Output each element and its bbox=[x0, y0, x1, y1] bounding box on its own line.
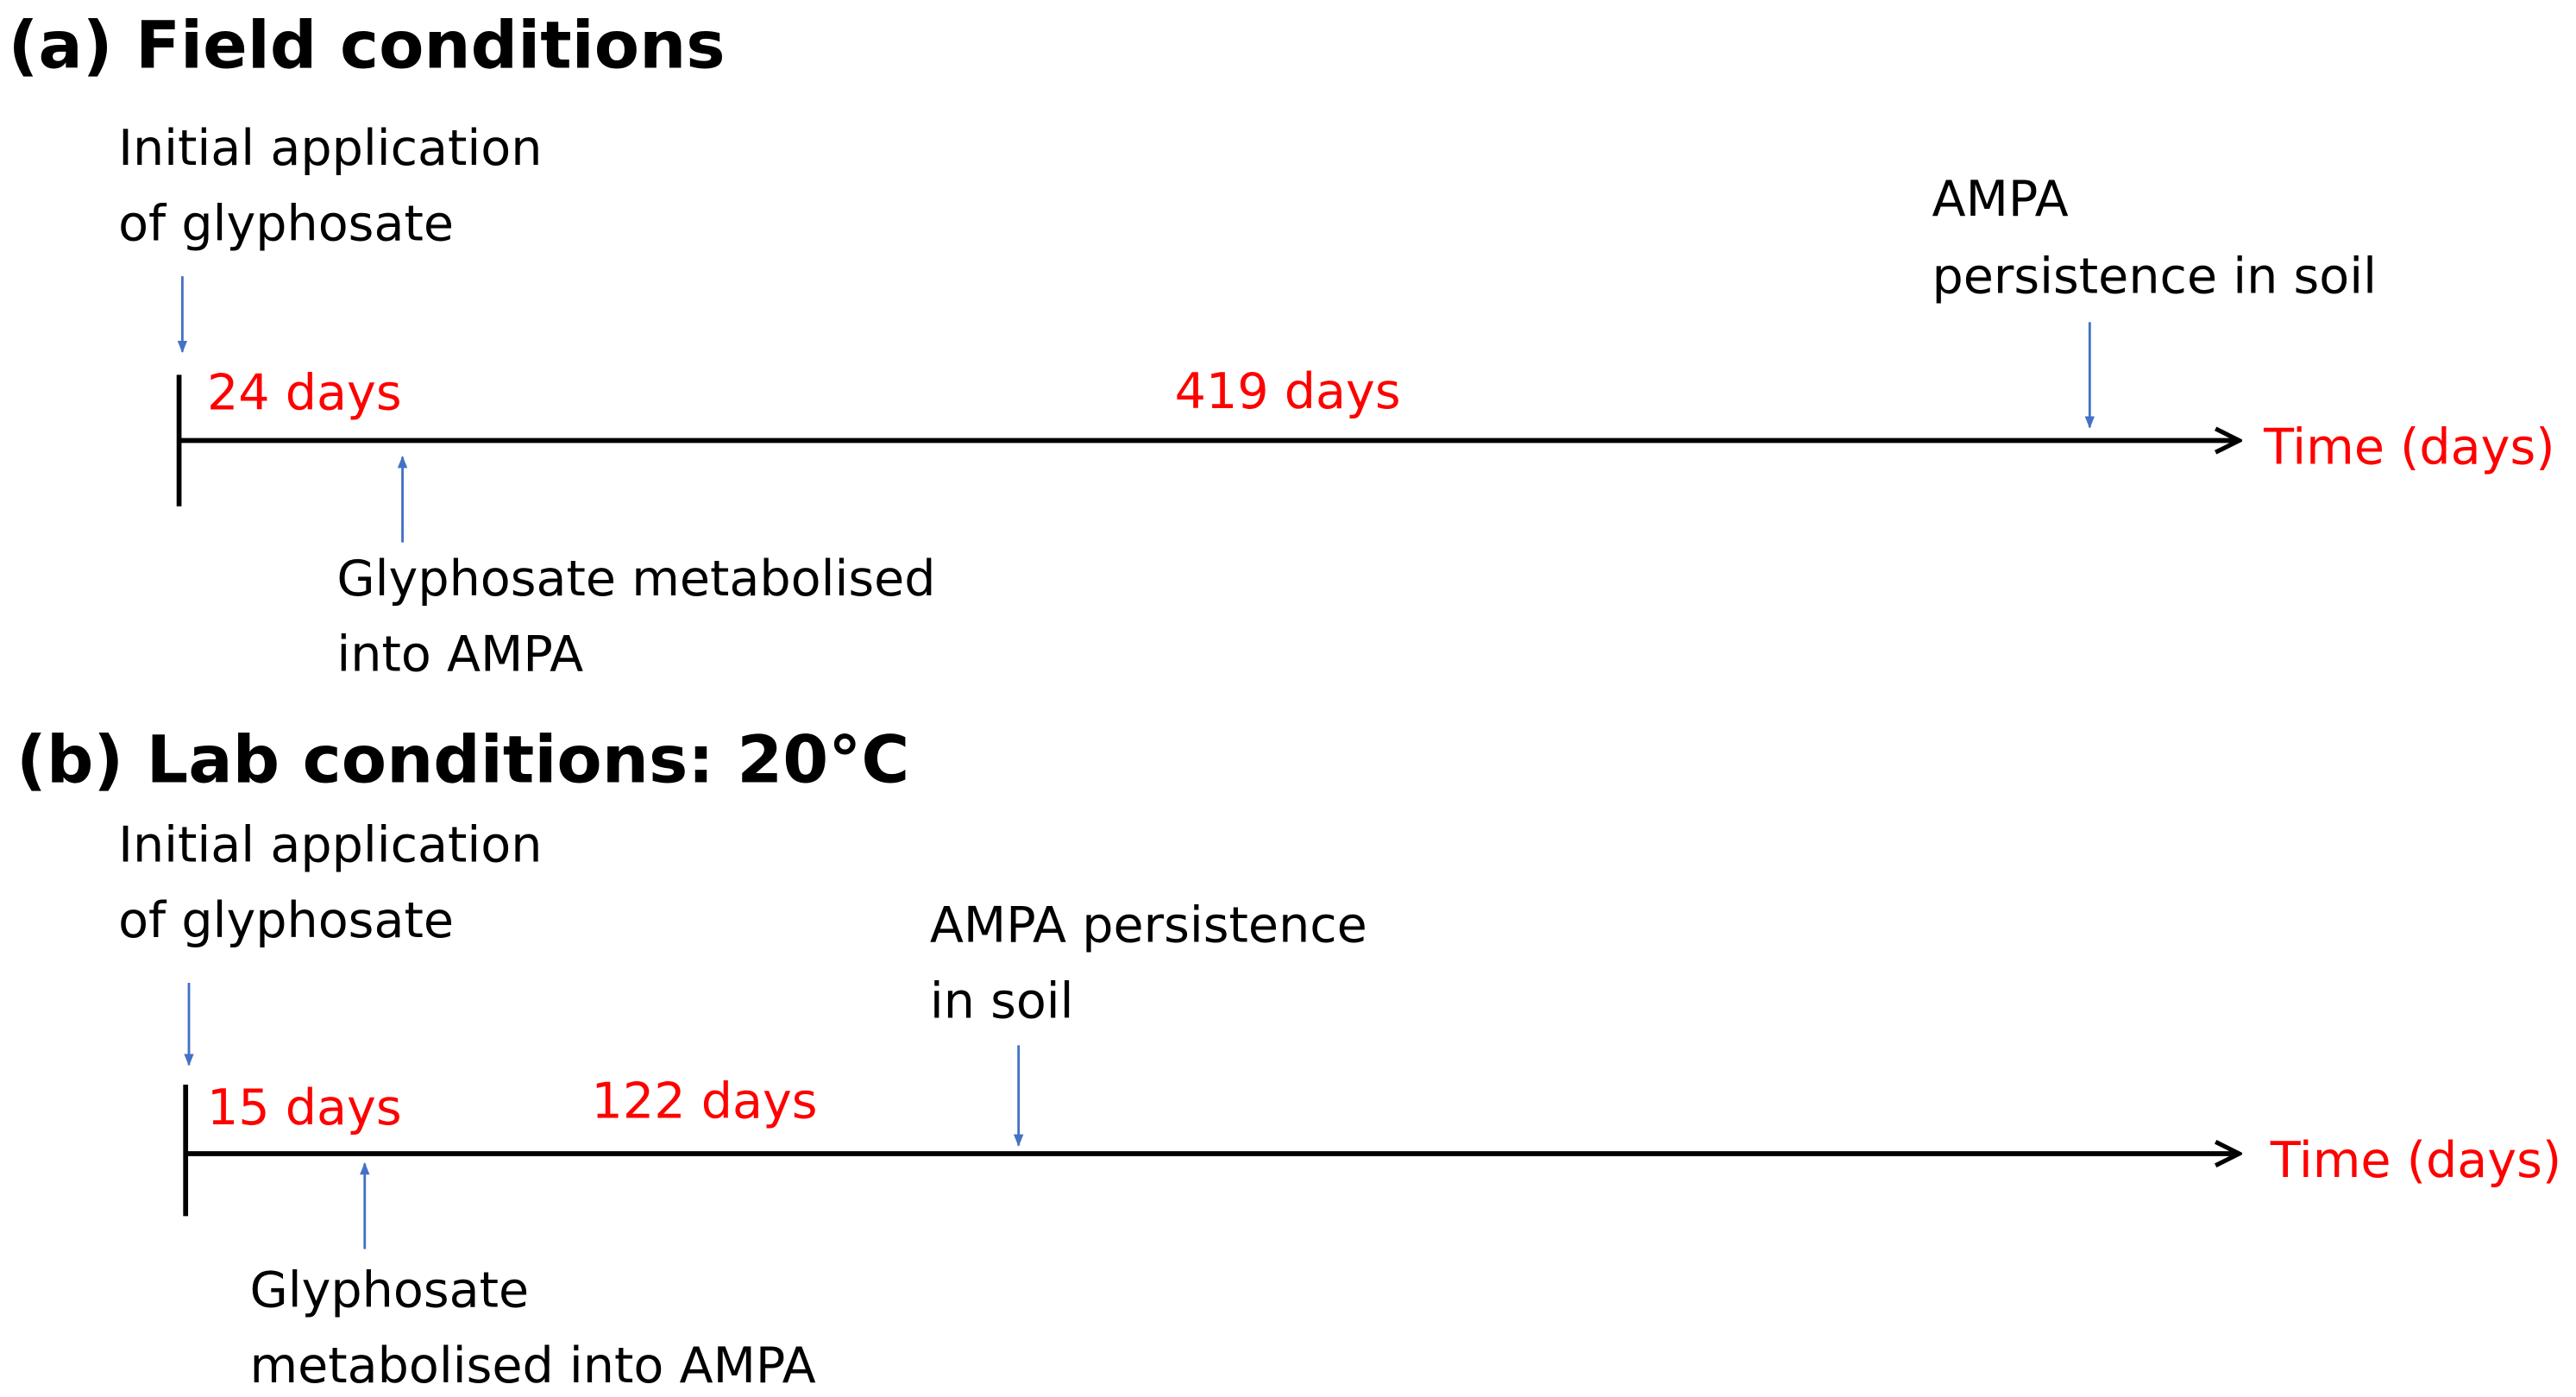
label-line: Glyphosate metabolised bbox=[336, 551, 935, 607]
axis-label: Time (days) bbox=[2263, 419, 2554, 476]
label-line: of glyphosate bbox=[118, 196, 454, 253]
label-line: Glyphosate bbox=[249, 1262, 529, 1318]
label-line: into AMPA bbox=[336, 626, 583, 683]
interval-label: 24 days bbox=[207, 365, 402, 422]
interval-label: 122 days bbox=[592, 1073, 818, 1130]
label-line: AMPA bbox=[1932, 171, 2069, 228]
label-line: in soil bbox=[930, 972, 1074, 1029]
label-line: AMPA persistence bbox=[930, 897, 1367, 954]
label-line: of glyphosate bbox=[118, 892, 454, 949]
panel-title: (a) Field conditions bbox=[9, 6, 726, 83]
label-line: Initial application bbox=[118, 816, 542, 873]
interval-label: 419 days bbox=[1175, 363, 1401, 420]
axis-label: Time (days) bbox=[2270, 1132, 2561, 1189]
label-line: persistence in soil bbox=[1932, 249, 2377, 305]
panel-title: (b) Lab conditions: 20°C bbox=[16, 721, 909, 798]
interval-label: 15 days bbox=[207, 1079, 402, 1136]
label-line: metabolised into AMPA bbox=[249, 1337, 815, 1394]
label-line: Initial application bbox=[118, 120, 542, 177]
